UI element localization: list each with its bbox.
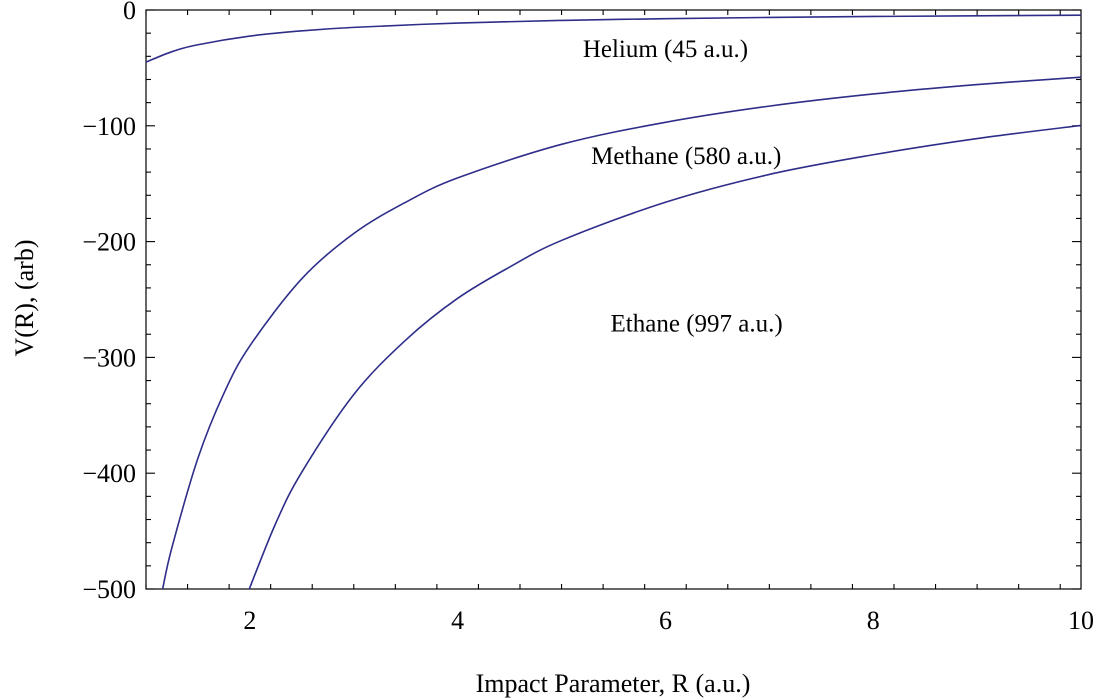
curve-labels: Helium (45 a.u.) Methane (580 a.u.) Ethane… [583, 36, 783, 337]
series-label-3: Ethane (997 a.u.) [611, 311, 783, 338]
series-label-2: Methane (580 a.u.) [591, 143, 781, 170]
y-tick-label: −500 [82, 575, 136, 604]
y-tick-label: −400 [82, 459, 136, 488]
series-label-1: Helium (45 a.u.) [583, 36, 748, 63]
x-tick-label: 8 [867, 606, 880, 635]
series-line-2 [161, 76, 1082, 590]
x-tick-label: 6 [659, 606, 672, 635]
y-axis-title: V(R), (arb) [10, 240, 39, 357]
y-tick-label: −300 [82, 343, 136, 372]
y-tick-label: −100 [82, 112, 136, 141]
series-line-3 [248, 124, 1082, 590]
x-axis-title: Impact Parameter, R (a.u.) [476, 669, 751, 698]
y-tick-label: 0 [123, 0, 136, 25]
x-tick-label: 2 [243, 606, 256, 635]
series-line-1 [145, 14, 1082, 63]
data-curves [145, 14, 1082, 590]
plot-border [145, 9, 1082, 590]
plot-frame [145, 9, 1082, 590]
x-tick-label: 4 [451, 606, 464, 635]
x-axis-ticks: 2 4 6 8 10 [145, 10, 1094, 635]
y-tick-label: −200 [82, 228, 136, 257]
y-axis-ticks: 0 −100 −200 −300 −400 −500 [82, 0, 1081, 604]
x-tick-label: 10 [1068, 606, 1094, 635]
